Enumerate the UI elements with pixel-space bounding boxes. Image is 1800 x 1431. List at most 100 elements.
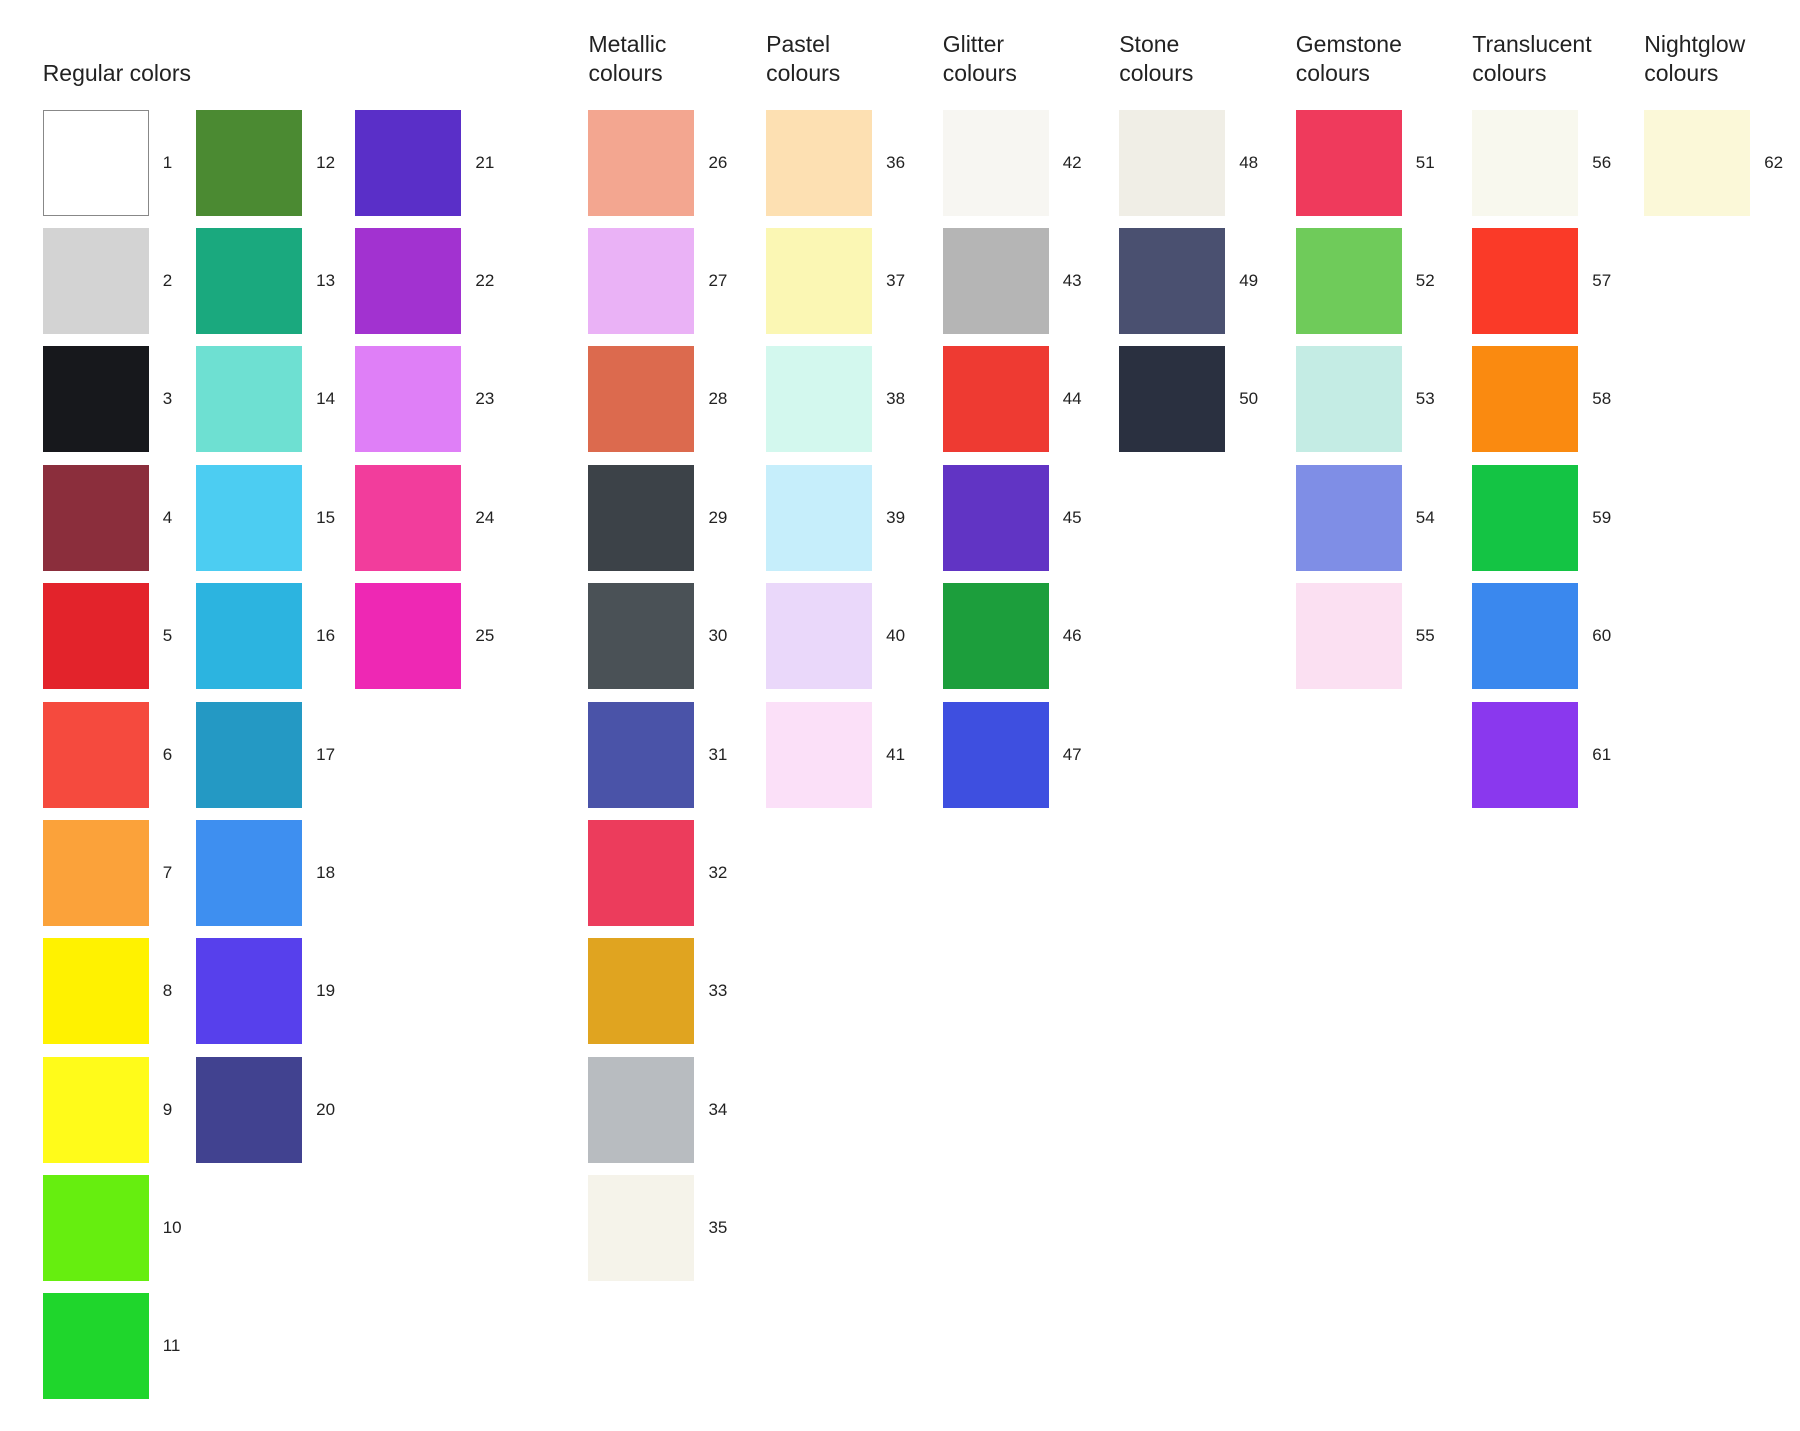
swatch [1472,464,1579,571]
group-title: Metallic colours [588,31,667,86]
group-title: Stone colours [1119,31,1194,86]
swatch [1119,228,1226,334]
swatch [355,464,462,571]
swatch [766,346,873,453]
swatch-number: 39 [886,507,906,527]
swatch-number: 59 [1592,507,1612,527]
swatch-number: 29 [708,507,728,527]
swatch [766,583,873,690]
swatch-number: 4 [162,507,173,527]
swatch [196,1056,303,1163]
swatch-number: 16 [316,626,336,646]
swatch [42,346,149,453]
swatch [588,583,695,690]
group-title: Pastel colours [766,31,841,86]
swatch-number: 19 [316,981,336,1001]
swatch-number: 54 [1415,507,1435,527]
swatch [1472,346,1579,453]
swatch-number: 56 [1592,152,1612,172]
swatch-number: 8 [162,981,173,1001]
group-title: Gemstone colours [1295,31,1402,86]
swatch [942,583,1049,690]
swatch-number: 50 [1239,389,1259,409]
swatch-number: 27 [708,271,728,290]
swatch-number: 22 [475,271,495,290]
swatch [196,701,303,808]
swatch-number: 12 [316,152,336,172]
swatch [196,464,303,571]
group-title: Glitter colours [942,31,1017,86]
swatch-number: 49 [1239,271,1259,290]
swatch-number: 13 [316,271,336,290]
swatch-number: 44 [1062,389,1082,409]
swatch [1295,346,1402,453]
swatch [588,819,695,926]
swatch-number: 52 [1415,271,1435,290]
swatch-number: 3 [162,389,173,409]
swatch [42,701,149,808]
swatch-number: 53 [1415,389,1435,409]
swatch [42,109,149,216]
swatch-number: 24 [475,507,495,527]
swatch [588,464,695,571]
swatch [196,819,303,926]
swatch-number: 32 [708,862,728,882]
swatch-number: 46 [1062,626,1082,646]
swatch [942,701,1049,808]
swatch-number: 20 [316,1099,336,1119]
swatch-number: 58 [1592,389,1612,409]
swatch [1119,346,1226,453]
swatch [42,583,149,690]
swatch-number: 25 [475,626,495,646]
swatch [42,938,149,1045]
swatch [1119,109,1226,216]
swatch [196,938,303,1045]
group-title: Nightglow colours [1644,31,1746,86]
swatch-number: 51 [1415,152,1435,172]
swatch-number: 35 [708,1218,728,1238]
swatch [42,228,149,334]
swatch-number: 55 [1415,626,1435,646]
swatch [588,346,695,453]
swatch [1295,464,1402,571]
swatch [588,228,695,334]
swatch [1472,583,1579,690]
swatch [355,583,462,690]
swatch [1472,228,1579,334]
swatch [196,109,303,216]
swatch [42,464,149,571]
swatch [1644,109,1751,216]
swatch-number: 6 [162,744,173,764]
swatch [766,109,873,216]
swatch-number: 48 [1239,152,1259,172]
swatch-number: 28 [708,389,728,409]
swatch [588,109,695,216]
swatch [1472,701,1579,808]
swatch [355,228,462,334]
swatch [355,109,462,216]
swatch-number: 33 [708,981,728,1001]
swatch [766,228,873,334]
swatch-number: 31 [708,744,728,764]
swatch [42,1175,149,1282]
swatch [355,346,462,453]
swatch-number: 42 [1062,152,1082,172]
swatch-number: 26 [708,152,728,172]
swatch-number: 43 [1062,271,1082,290]
swatch-number: 36 [886,152,906,172]
swatch [588,1056,695,1163]
swatch-number: 17 [316,744,336,764]
swatch-number: 23 [475,389,495,409]
swatch-number: 9 [162,1099,173,1119]
swatch-number: 2 [162,271,173,290]
swatch [196,228,303,334]
swatch-number: 14 [316,389,336,409]
swatch [1295,109,1402,216]
swatch [588,1175,695,1282]
swatch-number: 11 [162,1336,181,1356]
swatch [1472,109,1579,216]
swatch [1295,228,1402,334]
swatch-number: 61 [1592,744,1612,764]
swatch [942,228,1049,334]
